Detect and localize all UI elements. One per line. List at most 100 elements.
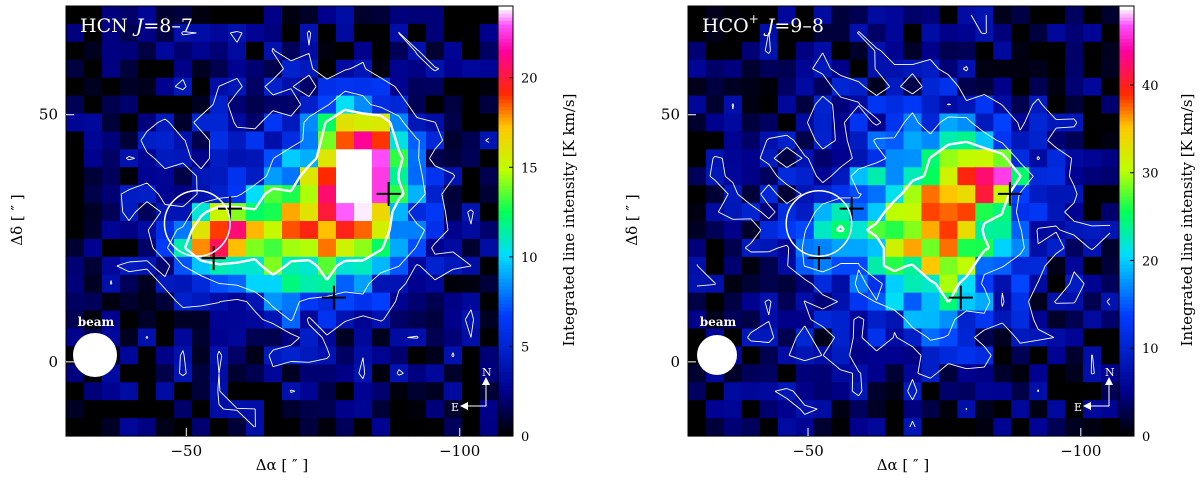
heatmap-pixel (102, 238, 121, 258)
colorbar-segment (1119, 407, 1134, 412)
heatmap-pixel (408, 364, 427, 383)
heatmap-pixel (1083, 400, 1102, 419)
colorbar-segment (498, 185, 513, 190)
heatmap-pixel (795, 95, 815, 115)
heatmap-pixel (282, 59, 301, 79)
heatmap-pixel (777, 23, 797, 43)
heatmap-pixel (156, 113, 175, 133)
heatmap-pixel (1029, 203, 1048, 222)
heatmap-pixel (849, 59, 869, 79)
heatmap-pixel (849, 77, 869, 97)
colorbar-segment (1119, 195, 1134, 201)
heatmap-pixel (228, 292, 247, 312)
colorbar-segment (498, 49, 513, 54)
heatmap-pixel (741, 59, 761, 79)
heatmap-pixel (777, 238, 797, 258)
heatmap-pixel (1065, 274, 1084, 294)
heatmap-pixel (777, 167, 797, 186)
heatmap-pixel (705, 382, 725, 401)
heatmap-pixel (705, 6, 725, 25)
heatmap-pixel (939, 400, 958, 419)
heatmap-pixel (741, 6, 761, 25)
colorbar-segment (498, 210, 513, 215)
colorbar-tick-label: 0 (1142, 430, 1150, 445)
heatmap-pixel (957, 131, 976, 150)
heatmap-pixel (688, 95, 707, 115)
heatmap-pixel (318, 77, 337, 97)
heatmap-pixel (759, 274, 779, 294)
colorbar-segment (498, 160, 513, 165)
heatmap-pixel (688, 418, 707, 437)
heatmap-pixel (318, 382, 337, 401)
hco-heatmap (688, 6, 1120, 437)
hcn-overlay (163, 181, 401, 310)
heatmap-pixel (903, 185, 923, 204)
heatmap-pixel (741, 221, 761, 240)
colorbar-segment (498, 418, 513, 423)
heatmap-pixel (282, 364, 301, 383)
heatmap-pixel (174, 346, 193, 365)
x-tick-label: −50 (792, 442, 824, 460)
y-tick-label: 0 (670, 353, 680, 371)
colorbar-segment (498, 52, 513, 57)
heatmap-pixel (741, 364, 761, 383)
heatmap-pixel (921, 364, 941, 383)
heatmap-pixel (777, 346, 797, 365)
heatmap-pixel (408, 400, 427, 419)
colorbar-segment (1119, 299, 1134, 305)
heatmap-pixel (957, 6, 976, 25)
colorbar-segment (498, 6, 513, 11)
heatmap-pixel (688, 6, 707, 25)
heatmap-pixel (885, 167, 905, 186)
heatmap-pixel (993, 41, 1012, 61)
heatmap-pixel (318, 400, 337, 419)
heatmap-pixel (849, 328, 869, 348)
heatmap-pixel (939, 131, 958, 150)
heatmap-pixel (975, 59, 994, 79)
heatmap-pixel (957, 328, 976, 348)
heatmap-pixel (156, 59, 175, 79)
heatmap-pixel (228, 382, 247, 401)
colorbar-tick-label: 30 (1142, 167, 1159, 182)
heatmap-pixel (885, 346, 905, 365)
heatmap-pixel (885, 310, 905, 330)
heatmap-pixel (957, 310, 976, 330)
colorbar-segment (1119, 428, 1134, 434)
heatmap-pixel (688, 77, 707, 97)
heatmap-pixel (66, 221, 85, 240)
heatmap-pixel (1101, 185, 1120, 204)
heatmap-pixel (813, 382, 833, 401)
heatmap-pixel (138, 59, 157, 79)
heatmap-pixel (939, 364, 958, 383)
heatmap-pixel (921, 238, 941, 258)
heatmap-pixel (903, 23, 923, 43)
heatmap-pixel (210, 113, 229, 133)
heatmap-pixel (336, 6, 355, 25)
heatmap-pixel (372, 41, 391, 61)
heatmap-pixel (138, 203, 157, 222)
hco-contours (696, 14, 1111, 428)
heatmap-pixel (102, 113, 121, 133)
heatmap-pixel (408, 203, 427, 222)
heatmap-pixel (228, 167, 247, 186)
heatmap-pixel (120, 41, 139, 61)
colorbar-segment (1119, 432, 1134, 437)
heatmap-pixel (444, 6, 463, 25)
heatmap-pixel (156, 346, 175, 365)
heatmap-pixel (390, 238, 409, 258)
heatmap-pixel (102, 95, 121, 115)
heatmap-pixel (120, 346, 139, 365)
heatmap-pixel (192, 59, 211, 79)
heatmap-pixel (120, 185, 139, 204)
heatmap-pixel (174, 418, 193, 437)
heatmap-pixel (246, 274, 265, 294)
heatmap-pixel (993, 113, 1012, 133)
heatmap-pixel (939, 23, 958, 43)
heatmap-pixel (849, 131, 869, 150)
heatmap-pixel (903, 149, 923, 168)
colorbar-segment (1119, 9, 1134, 14)
colorbar-segment (1119, 367, 1134, 373)
heatmap-pixel (444, 418, 463, 437)
heatmap-pixel (1083, 382, 1102, 401)
contour-line (696, 14, 1111, 428)
